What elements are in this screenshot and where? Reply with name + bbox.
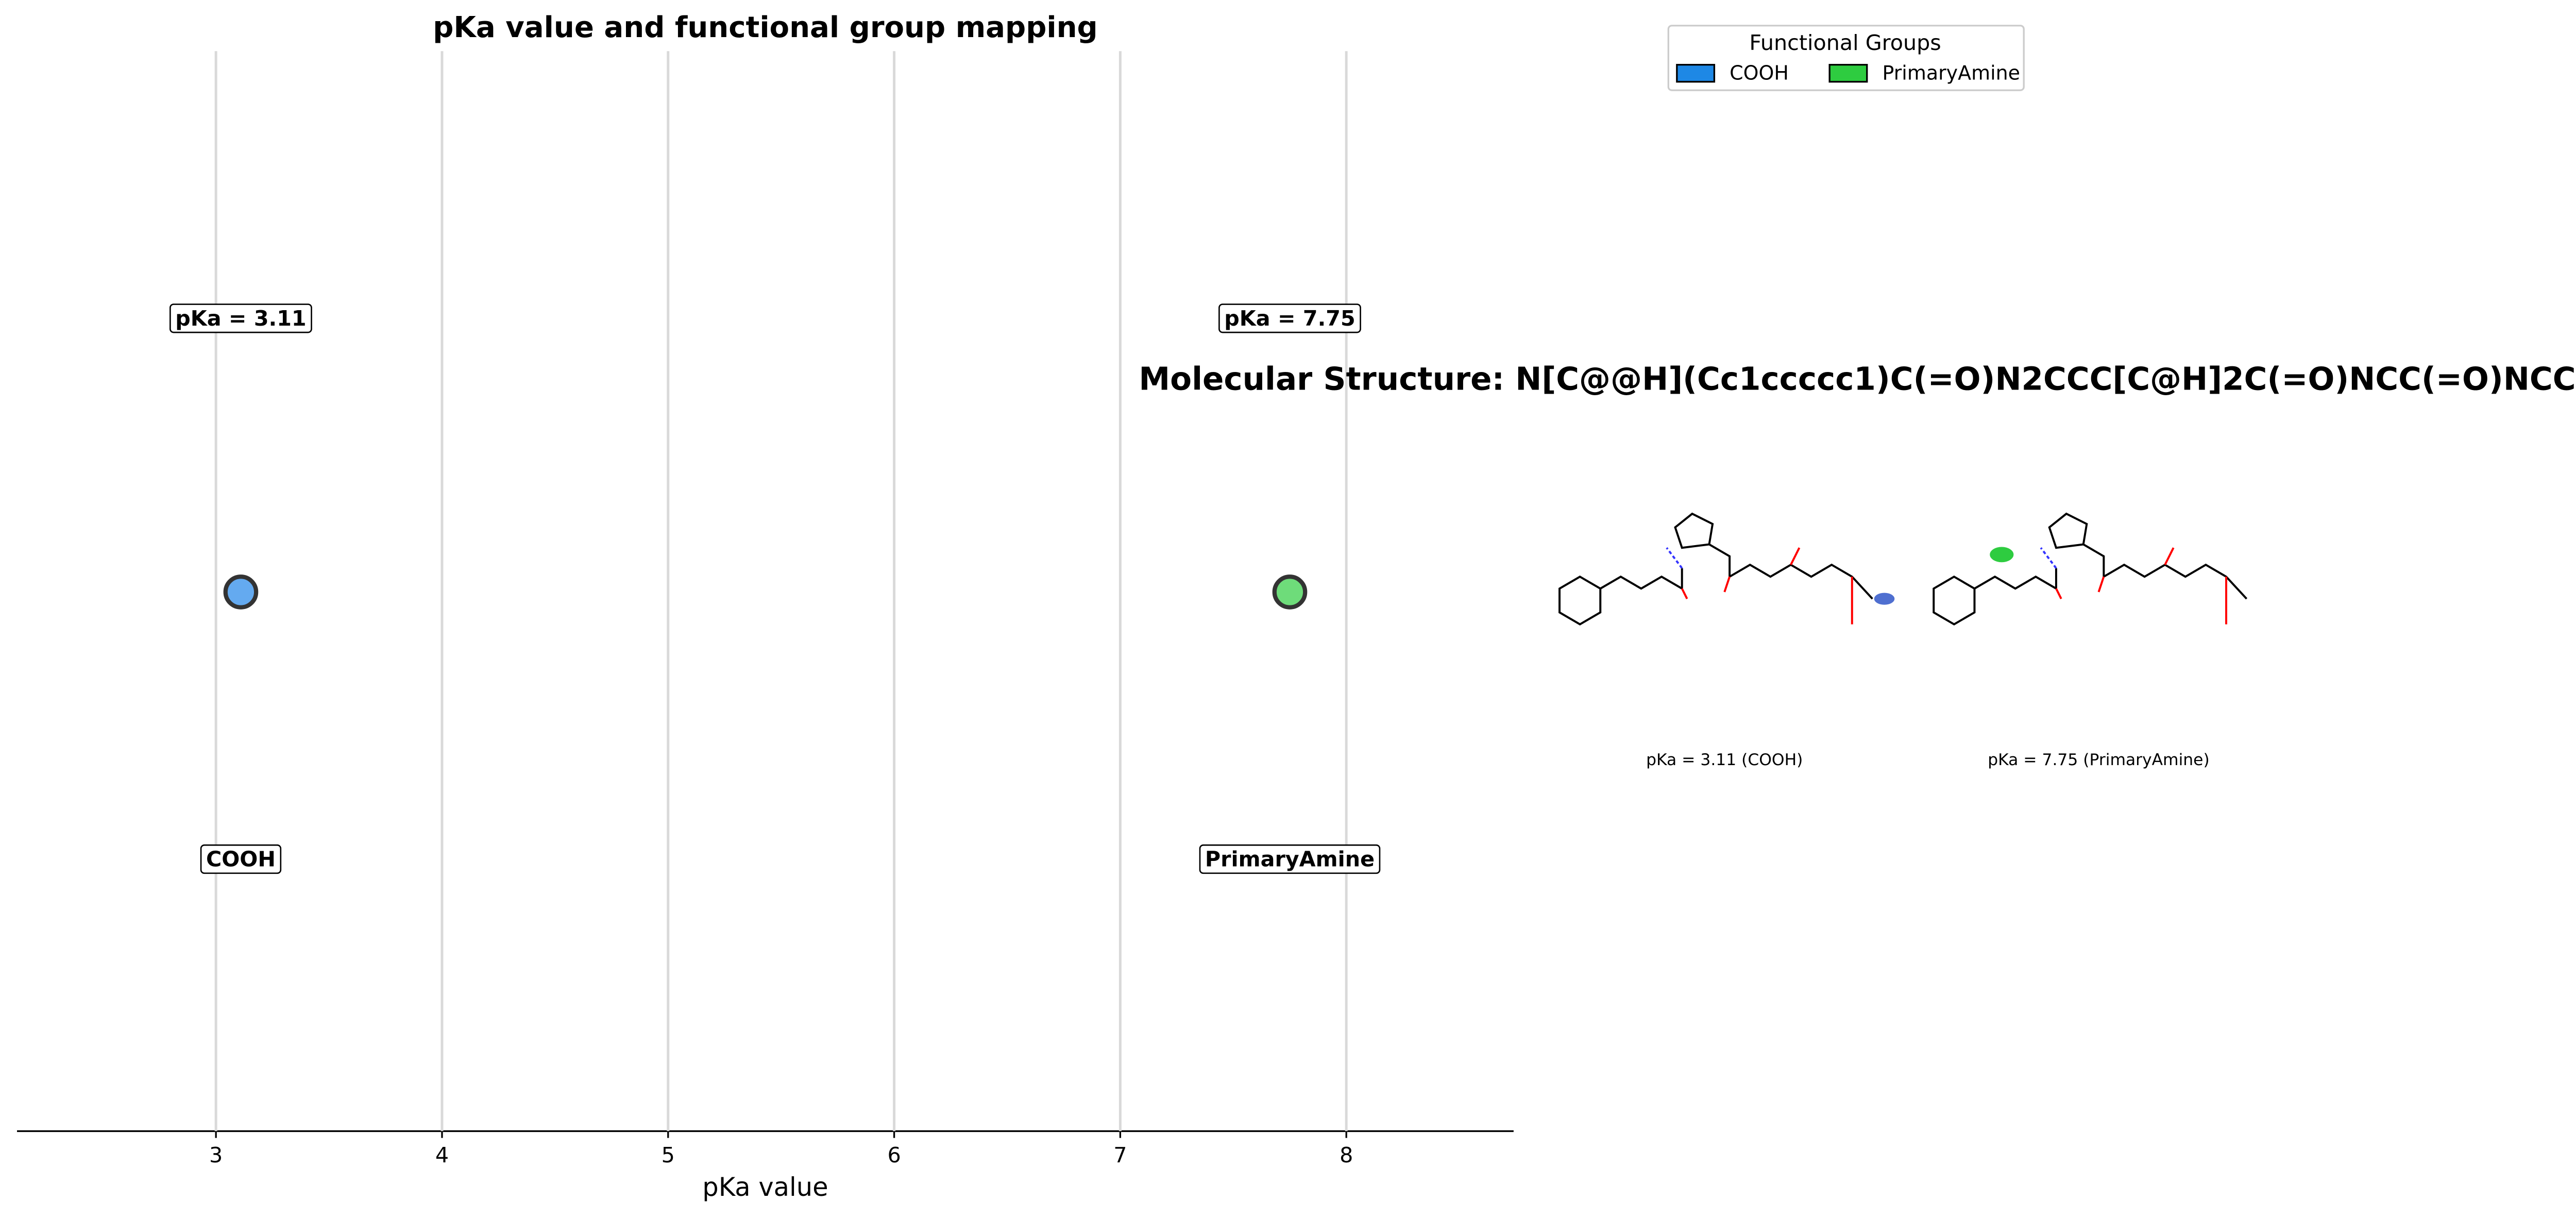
x-tick-label: 4 — [435, 1143, 449, 1168]
legend-label: COOH — [1730, 61, 1789, 84]
legend-items: COOH PrimaryAmine — [1676, 61, 2020, 84]
value-label: pKa = 3.11 — [170, 303, 312, 333]
legend-box — [1667, 25, 2025, 91]
molecule-drawing — [1933, 513, 2248, 625]
label-box — [170, 303, 312, 333]
x-axis-label: pKa value — [702, 1172, 828, 1202]
label-box — [200, 844, 282, 874]
highlight — [1990, 547, 2014, 563]
chart-title: pKa value and functional group mapping — [433, 11, 1098, 44]
legend-swatch — [1676, 64, 1716, 83]
value-label-text: pKa = 7.75 — [1224, 306, 1355, 331]
point — [223, 574, 259, 610]
molecule-drawing — [1558, 513, 1874, 625]
legend-swatch — [1828, 64, 1868, 83]
x-tick-label: 6 — [887, 1143, 901, 1168]
group-label-text: PrimaryAmine — [1205, 847, 1375, 872]
x-tick-label: 7 — [1113, 1143, 1127, 1168]
group-label: PrimaryAmine — [1199, 844, 1381, 874]
structure-caption: pKa = 3.11 (COOH) — [1646, 751, 1803, 769]
structure-title: Molecular Structure: N[C@@H](Cc1ccccc1)C… — [1139, 361, 2576, 397]
x-tick-label: 8 — [1340, 1143, 1353, 1168]
legend: Functional Groups COOH PrimaryAmine — [1667, 25, 2025, 91]
x-tick-label: 5 — [662, 1143, 675, 1168]
molecule-1 — [1558, 513, 1895, 625]
group-label: COOH — [200, 844, 282, 874]
grid: 3 4 5 6 7 8 — [209, 51, 1353, 1168]
molecule-2 — [1933, 513, 2248, 625]
highlight — [1874, 593, 1895, 605]
label-box — [1218, 303, 1361, 333]
marks: pKa = 3.11 COOH pKa = 7.75 PrimaryAmine — [170, 303, 1381, 874]
legend-title: Functional Groups — [1749, 30, 1941, 55]
group-label-text: COOH — [206, 847, 276, 872]
label-box — [1199, 844, 1381, 874]
value-label: pKa = 7.75 — [1218, 303, 1361, 333]
x-tick-label: 3 — [209, 1143, 223, 1168]
legend-label: PrimaryAmine — [1882, 61, 2020, 84]
value-label-text: pKa = 3.11 — [175, 306, 306, 331]
point — [1272, 574, 1308, 610]
structure-caption: pKa = 7.75 (PrimaryAmine) — [1988, 751, 2209, 769]
